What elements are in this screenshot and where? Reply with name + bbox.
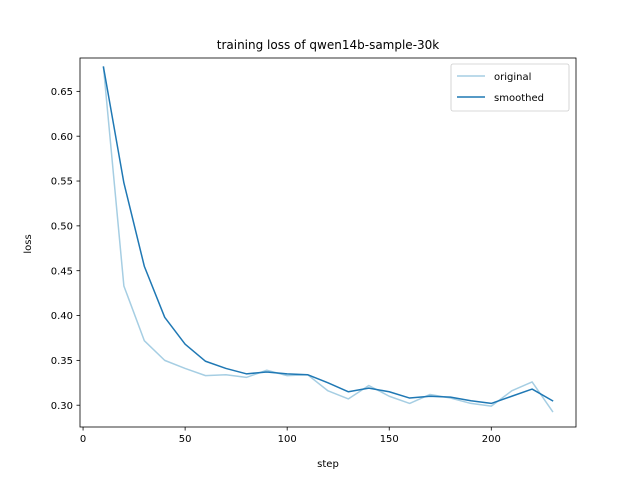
- x-tick-label: 150: [380, 434, 399, 445]
- x-tick-label: 50: [179, 434, 192, 445]
- chart-title: training loss of qwen14b-sample-30k: [217, 38, 440, 52]
- y-tick-label: 0.60: [51, 132, 73, 143]
- x-tick-label: 100: [278, 434, 297, 445]
- x-axis-label: step: [317, 459, 339, 470]
- plot-frame: [79, 57, 577, 428]
- axes-layer: 0 50 100 150 200 0.30 0.35 0.40 0.45 0.50 0.55 0.60…: [51, 57, 577, 445]
- y-tick-label: 0.50: [51, 221, 73, 232]
- y-tick-label: 0.65: [51, 87, 73, 98]
- y-tick-label: 0.40: [51, 311, 73, 322]
- y-tick-label: 0.55: [51, 177, 73, 188]
- series-line-smoothed: [102, 66, 554, 405]
- y-tick-label: 0.45: [51, 266, 73, 277]
- legend: original smoothed: [450, 63, 570, 112]
- legend-label-original: original: [494, 72, 531, 83]
- y-axis-label: loss: [23, 234, 34, 253]
- x-tick-label: 0: [80, 434, 86, 445]
- x-tick-label: 200: [482, 434, 501, 445]
- legend-label-smoothed: smoothed: [494, 93, 544, 104]
- series-layer: [102, 66, 554, 413]
- y-tick-label: 0.35: [51, 356, 73, 367]
- y-tick-label: 0.30: [51, 401, 73, 412]
- series-line-original: [102, 66, 554, 413]
